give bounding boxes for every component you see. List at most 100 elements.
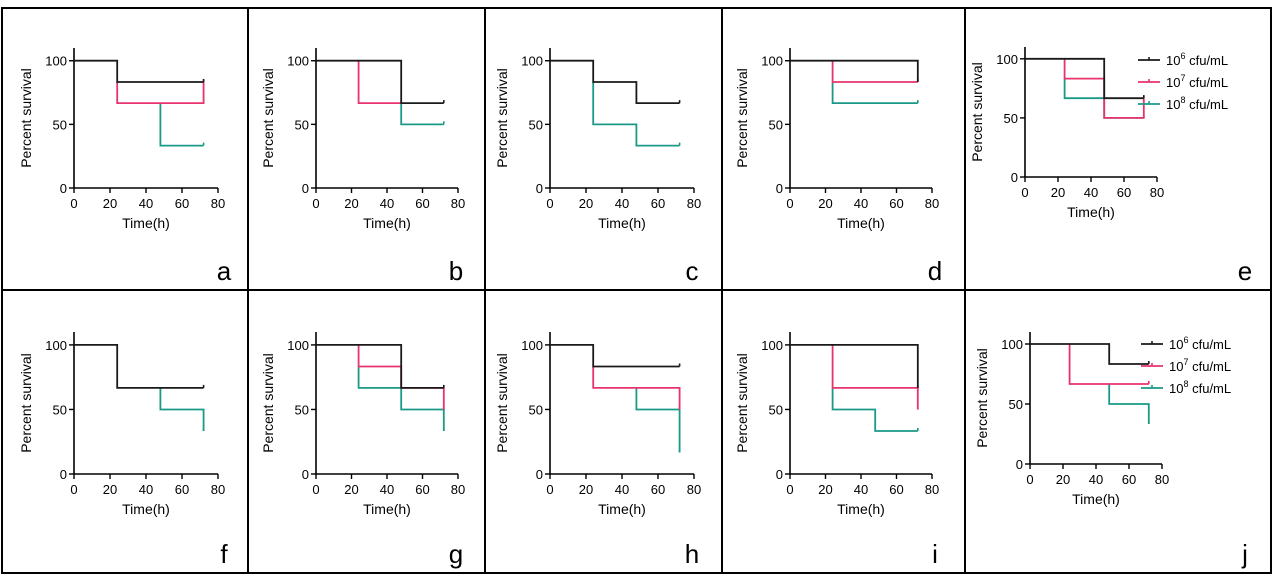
y-tick-label: 50 [1009, 397, 1023, 412]
panel-letter: f [220, 539, 228, 569]
panel-g: 0 20 40 60 80 0 50 100 Time(h) Percent survival g [260, 332, 465, 569]
y-tick-label: 50 [769, 402, 783, 417]
y-tick-label: 100 [521, 338, 543, 353]
y-tick-label: 50 [529, 402, 543, 417]
x-tick-label: 40 [380, 482, 394, 497]
x-axis-label: Time(h) [837, 501, 885, 517]
survival-line-series-2 [831, 60, 918, 83]
x-tick-label: 0 [312, 196, 319, 211]
y-tick-label: 50 [1004, 111, 1018, 126]
y-tick-label: 100 [761, 338, 783, 353]
y-tick-label: 50 [769, 117, 783, 132]
panel-h: 0 20 40 60 80 0 50 100 Time(h) Percent survival h [494, 332, 701, 569]
y-axis-label: Percent survival [494, 353, 510, 453]
x-tick-label: 20 [1051, 185, 1065, 200]
y-tick-label: 100 [287, 54, 309, 69]
x-tick-label: 20 [818, 482, 832, 497]
panel-letter: c [686, 256, 699, 286]
x-tick-label: 0 [1026, 472, 1033, 487]
y-axis-label: Percent survival [494, 68, 510, 168]
x-tick-label: 60 [651, 482, 665, 497]
survival-line-series-3 [831, 82, 918, 104]
x-tick-label: 60 [651, 196, 665, 211]
y-tick-label: 50 [53, 117, 67, 132]
x-axis-label: Time(h) [837, 215, 885, 231]
x-tick-label: 20 [344, 482, 358, 497]
legend-entry: 107 cfu/mL [1169, 357, 1231, 374]
y-tick-label: 0 [1016, 457, 1023, 472]
x-tick-label: 80 [687, 482, 701, 497]
panel-d: 0 20 40 60 80 0 50 100 Time(h) Percent survival d [734, 48, 942, 286]
survival-line-series-3 [831, 387, 918, 432]
y-tick-label: 0 [302, 181, 309, 196]
x-tick-label: 40 [854, 196, 868, 211]
y-tick-label: 50 [295, 117, 309, 132]
y-tick-label: 0 [536, 467, 543, 482]
x-tick-label: 0 [786, 196, 793, 211]
panel-letter: g [449, 539, 463, 569]
panel-c: 0 20 40 60 80 0 50 100 Time(h) Percent survival c [494, 48, 701, 286]
survival-line-series-2 [357, 60, 402, 104]
x-tick-label: 40 [615, 196, 629, 211]
legend-entry: 106 cfu/mL [1166, 51, 1228, 68]
x-tick-label: 40 [139, 482, 153, 497]
x-tick-label: 20 [103, 482, 117, 497]
x-axis-label: Time(h) [122, 215, 170, 231]
x-tick-label: 80 [1155, 472, 1169, 487]
x-tick-label: 60 [415, 482, 429, 497]
survival-line-series-1 [790, 343, 919, 388]
x-axis-label: Time(h) [1067, 204, 1115, 220]
x-tick-label: 40 [139, 196, 153, 211]
x-tick-label: 60 [889, 482, 903, 497]
y-tick-label: 100 [996, 52, 1018, 67]
survival-line-series-3 [592, 82, 680, 147]
survival-line-series-3 [400, 103, 444, 126]
y-tick-label: 100 [45, 54, 67, 69]
x-tick-label: 80 [1150, 185, 1164, 200]
x-axis-label: Time(h) [363, 501, 411, 517]
y-tick-label: 100 [287, 338, 309, 353]
legend-entry: 107 cfu/mL [1166, 73, 1228, 90]
y-tick-label: 100 [1001, 337, 1023, 352]
panel-letter: i [932, 539, 938, 569]
y-tick-label: 0 [776, 181, 783, 196]
x-tick-label: 20 [344, 196, 358, 211]
survival-line-series-2 [1068, 344, 1149, 385]
panel-letter: j [1241, 539, 1248, 569]
x-tick-label: 60 [175, 482, 189, 497]
x-tick-label: 40 [854, 482, 868, 497]
panel-a: 0 20 40 60 80 0 50 100 Time(h) Percent survival a [18, 48, 232, 286]
y-tick-label: 0 [302, 467, 309, 482]
x-axis-label: Time(h) [122, 501, 170, 517]
panel-e: 0 20 40 60 80 0 50 100 Time(h) Percent survival 10… [969, 47, 1252, 286]
x-tick-label: 40 [1084, 185, 1098, 200]
x-tick-label: 0 [546, 482, 553, 497]
survival-line-series-1 [74, 59, 204, 83]
legend-entry: 108 cfu/mL [1166, 95, 1228, 112]
y-tick-label: 0 [776, 467, 783, 482]
y-tick-label: 0 [536, 181, 543, 196]
x-tick-label: 60 [889, 196, 903, 211]
survival-line-series-2 [831, 344, 919, 410]
panel-letter: b [449, 256, 463, 286]
y-axis-label: Percent survival [734, 353, 750, 453]
survival-line-series-1 [550, 59, 680, 104]
x-tick-label: 0 [546, 196, 553, 211]
survival-line-series-2 [116, 82, 205, 104]
panel-j: 0 20 40 60 80 0 50 100 Time(h) Percent survival 10… [974, 332, 1248, 569]
x-tick-label: 40 [615, 482, 629, 497]
survival-line-series-1 [550, 343, 680, 368]
x-tick-label: 80 [211, 482, 225, 497]
x-tick-label: 80 [687, 196, 701, 211]
legend: 106 cfu/mL 107 cfu/mL 108 cfu/mL [1138, 51, 1228, 112]
survival-line-series-3 [159, 387, 205, 431]
x-tick-label: 60 [415, 196, 429, 211]
legend-entry: 106 cfu/mL [1169, 335, 1231, 352]
y-tick-label: 50 [529, 117, 543, 132]
x-tick-label: 20 [579, 482, 593, 497]
x-tick-label: 20 [103, 196, 117, 211]
panel-letter: a [217, 256, 232, 286]
panel-i: 0 20 40 60 80 0 50 100 Time(h) Percent survival i [734, 332, 939, 569]
